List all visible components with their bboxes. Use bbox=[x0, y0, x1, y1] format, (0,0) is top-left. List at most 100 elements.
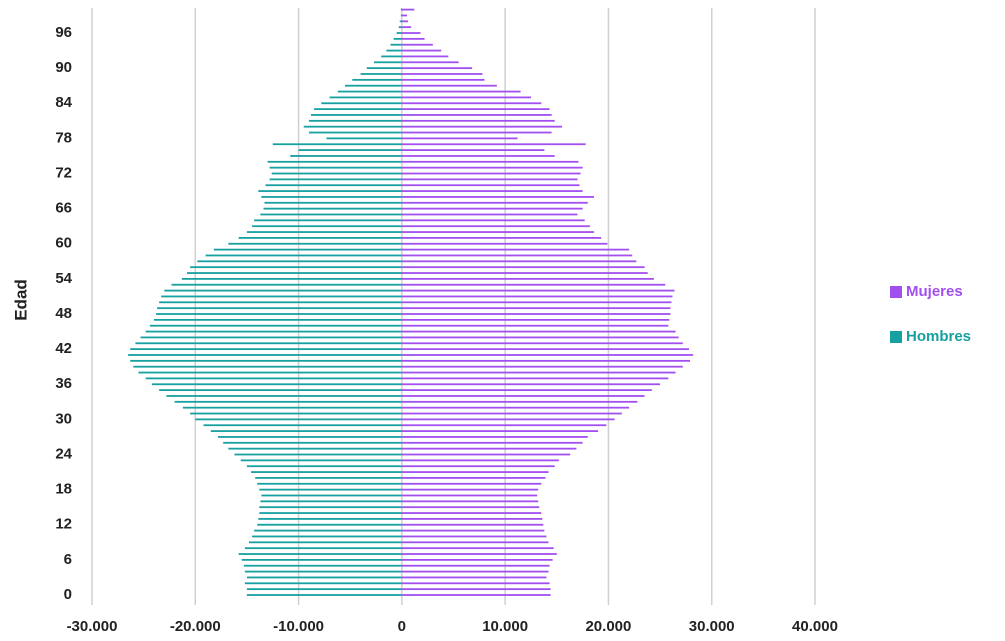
bar bbox=[401, 14, 408, 17]
bar bbox=[246, 465, 402, 468]
x-tick-label: 40.000 bbox=[792, 618, 838, 635]
bar bbox=[401, 37, 425, 40]
x-tick-label: 0 bbox=[398, 618, 406, 635]
legend-label: Mujeres bbox=[906, 283, 963, 300]
bar bbox=[352, 78, 402, 81]
bar bbox=[156, 313, 402, 315]
bar bbox=[238, 553, 402, 555]
bar bbox=[329, 96, 402, 99]
bar bbox=[401, 213, 578, 216]
bar bbox=[401, 149, 545, 151]
bar bbox=[272, 143, 402, 146]
y-tick-label: 24 bbox=[55, 445, 72, 462]
bar bbox=[401, 242, 608, 245]
bar bbox=[401, 201, 588, 204]
bar bbox=[182, 406, 402, 409]
bar bbox=[228, 242, 402, 245]
bar bbox=[401, 447, 577, 450]
bar bbox=[401, 576, 547, 579]
y-tick-label: 60 bbox=[55, 235, 72, 252]
bar bbox=[401, 143, 586, 146]
bar bbox=[197, 260, 402, 263]
bar bbox=[135, 342, 402, 345]
bar bbox=[190, 412, 402, 415]
legend-swatch bbox=[890, 286, 902, 298]
bar bbox=[366, 67, 402, 70]
bar bbox=[401, 237, 602, 239]
bar bbox=[133, 365, 402, 368]
x-tick-label: -20.000 bbox=[170, 618, 221, 635]
bar bbox=[401, 488, 539, 491]
bar bbox=[401, 125, 562, 128]
bar bbox=[290, 155, 402, 157]
bar bbox=[401, 219, 585, 222]
bar bbox=[401, 307, 671, 310]
bar bbox=[157, 307, 402, 310]
bar bbox=[321, 102, 402, 105]
bar bbox=[260, 500, 402, 503]
bar bbox=[128, 354, 402, 356]
bar bbox=[401, 330, 676, 333]
bar bbox=[259, 512, 402, 514]
bar bbox=[401, 61, 459, 64]
bar bbox=[401, 395, 645, 397]
bar bbox=[401, 119, 555, 122]
bar bbox=[252, 225, 402, 228]
x-tick-label: 10.000 bbox=[482, 618, 528, 635]
bar bbox=[401, 73, 483, 75]
x-tick-label: -30.000 bbox=[67, 618, 118, 635]
bar bbox=[401, 570, 549, 573]
bar bbox=[401, 137, 518, 140]
bar bbox=[244, 547, 402, 550]
bar bbox=[218, 436, 402, 438]
y-tick-label: 84 bbox=[55, 94, 72, 111]
bar bbox=[401, 131, 552, 134]
bar bbox=[151, 383, 402, 386]
bar bbox=[401, 342, 683, 345]
y-tick-label: 78 bbox=[55, 129, 72, 146]
bar bbox=[159, 301, 402, 304]
bar bbox=[401, 289, 675, 292]
bar bbox=[401, 172, 581, 175]
bar bbox=[401, 20, 409, 23]
bar bbox=[401, 354, 694, 356]
bar bbox=[153, 318, 402, 321]
bar bbox=[138, 371, 402, 374]
y-tick-label: 90 bbox=[55, 59, 72, 76]
bar bbox=[401, 494, 538, 497]
bar bbox=[205, 254, 402, 257]
bar bbox=[401, 547, 554, 550]
bar bbox=[401, 588, 551, 591]
bar bbox=[396, 32, 402, 34]
bar bbox=[401, 108, 550, 111]
bar bbox=[381, 55, 402, 58]
bar bbox=[213, 248, 402, 251]
bar bbox=[246, 588, 402, 591]
bar bbox=[260, 213, 402, 216]
bar bbox=[243, 564, 402, 567]
bar bbox=[257, 523, 402, 526]
bar bbox=[401, 383, 661, 386]
bar bbox=[401, 500, 539, 503]
bar bbox=[203, 424, 402, 427]
bar bbox=[401, 523, 544, 526]
bar bbox=[398, 26, 402, 29]
bar bbox=[401, 277, 654, 280]
bar bbox=[401, 67, 473, 70]
y-tick-label: 72 bbox=[55, 164, 72, 181]
bar bbox=[401, 506, 540, 509]
bar bbox=[401, 55, 449, 58]
legend-label: Hombres bbox=[906, 328, 971, 345]
bar bbox=[166, 395, 402, 397]
y-tick-label: 18 bbox=[55, 481, 72, 498]
bar bbox=[401, 582, 550, 585]
y-tick-label: 0 bbox=[64, 586, 72, 603]
y-tick-label: 42 bbox=[55, 340, 72, 357]
bar bbox=[145, 377, 402, 380]
bar bbox=[401, 541, 549, 544]
bar bbox=[401, 254, 633, 257]
bar bbox=[254, 219, 402, 222]
bar bbox=[401, 412, 622, 415]
y-tick-label: 36 bbox=[55, 375, 72, 392]
y-axis-label: Edad bbox=[11, 279, 30, 321]
